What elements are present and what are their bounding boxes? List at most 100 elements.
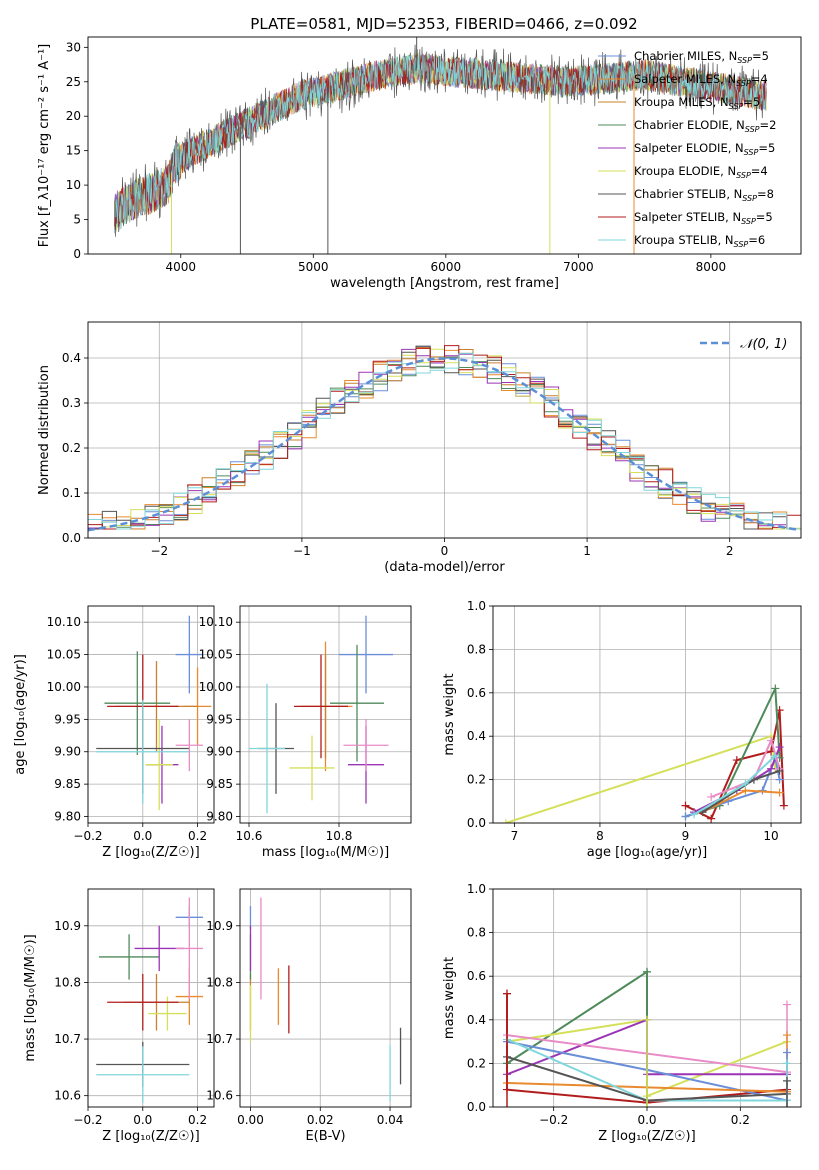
panel-mass_vs_Z: −0.2 0.0 0.2 10.6 10.7 10.8 10.9 Z [log₁₀(Z/Z☉)…	[23, 888, 215, 1144]
y-tick-label: 0.4	[467, 729, 486, 743]
y-tick-label: 0.0	[62, 531, 81, 545]
x-axis-label: (data-model)/error	[384, 560, 505, 575]
legend-label: Kroupa MILES, NSSP=5	[634, 95, 760, 111]
weight-marker	[771, 684, 780, 693]
panel-age_vs_Z: −0.2 0.0 0.2 9.80 9.85 9.90 9.95 10.00 10.05 10.1…	[13, 605, 215, 860]
x-tick-label: 7	[511, 829, 519, 843]
weight-marker	[690, 810, 699, 819]
y-tick-label: 0	[73, 247, 81, 261]
y-axis-label: mass [log₁₀(M/M☉)]	[23, 934, 38, 1061]
y-tick-label: 0.8	[467, 926, 486, 940]
y-tick-label: 0.6	[467, 969, 486, 983]
legend-label: Kroupa STELIB, NSSP=6	[634, 233, 765, 249]
y-axis-label: Normed distribution	[37, 365, 52, 495]
x-tick-label: 8000	[696, 260, 727, 274]
weight-line-salpeter_stelib	[685, 709, 785, 821]
x-tick-label: 0.02	[307, 1113, 334, 1127]
panel-weight_vs_Z: −0.2 0.0 0.2 0.0 0.2 0.4 0.6 0.8 1.0 Z [log₁₀(Z/Z…	[442, 882, 802, 1144]
weight-marker	[732, 756, 741, 765]
panel-weight_vs_age: 7 8 9 10 0.0 0.2 0.4 0.6 0.8 1.0 age [log₁₀(age/yr…	[442, 599, 802, 860]
y-axis-label: Flux [f_λ10⁻¹⁷ erg cm⁻² s⁻¹ A⁻¹]	[37, 44, 52, 248]
y-tick-label: 0.2	[467, 773, 486, 787]
y-tick-label: 0.0	[467, 1100, 486, 1114]
legend-label: 𝒩(0, 1)	[740, 337, 787, 352]
y-tick-label: 10	[66, 178, 81, 192]
x-tick-label: 0	[441, 544, 449, 558]
x-tick-label: 8	[596, 829, 604, 843]
histogram-salpeter_stelib	[88, 345, 801, 530]
x-tick-label: 10.6	[236, 829, 263, 843]
x-tick-label: 10	[763, 829, 778, 843]
weight-marker	[775, 775, 784, 784]
y-tick-label: 10.9	[206, 919, 233, 933]
plot-area	[96, 897, 204, 1104]
x-axis-label: Z [log₁₀(Z/Z☉)]	[598, 1129, 695, 1144]
panels: 4000 5000 6000 7000 8000051015202530waveleng…	[13, 36, 802, 1144]
panel-residual_hist: −2 −1 0 1 2 0.0 0.1 0.2 0.3 0.4 (data-model)/error…	[37, 321, 802, 575]
y-tick-label: 5	[73, 213, 81, 227]
weight-marker	[707, 792, 716, 801]
histogram-kroupa_stelib	[88, 353, 801, 530]
x-tick-label: 1	[583, 544, 591, 558]
x-tick-label: 9	[682, 829, 690, 843]
plot-area	[96, 615, 212, 811]
y-tick-label: 0.2	[62, 441, 81, 455]
x-tick-label: 0.0	[133, 1113, 152, 1127]
x-tick-label: 0.2	[188, 1113, 207, 1127]
legend-label: Chabrier STELIB, NSSP=8	[634, 187, 774, 203]
y-tick-label: 10.05	[199, 648, 233, 662]
y-tick-label: 0.1	[62, 486, 81, 500]
figure-title: PLATE=0581, MJD=52353, FIBERID=0466, z=0…	[250, 15, 637, 33]
weight-marker	[775, 788, 784, 797]
weight-marker	[767, 736, 776, 745]
x-tick-label: −2	[150, 544, 168, 558]
x-axis-label: Z [log₁₀(Z/Z☉)]	[102, 1129, 199, 1144]
y-axis-label: mass weight	[442, 957, 457, 1039]
plot-area	[88, 345, 801, 532]
weight-marker	[681, 801, 690, 810]
y-tick-label: 0.8	[467, 642, 486, 656]
panel-age_vs_mass: 10.6 10.8 9.80 9.85 9.90 9.95 10.00 10.05 10.10 m…	[199, 605, 412, 860]
axes-frame	[492, 605, 802, 824]
y-tick-label: 10.6	[54, 1089, 81, 1103]
x-tick-label: 0.0	[637, 1113, 656, 1127]
legend: 𝒩(0, 1)	[700, 337, 787, 352]
legend-label: Salpeter STELIB, NSSP=5	[634, 210, 773, 226]
y-tick-label: 0.2	[467, 1056, 486, 1070]
weight-marker	[501, 819, 510, 823]
y-tick-label: 0.3	[62, 396, 81, 410]
plot-area	[501, 684, 788, 823]
y-tick-label: 10.9	[54, 919, 81, 933]
y-axis-label: mass weight	[442, 673, 457, 755]
axes-frame	[87, 36, 802, 255]
y-tick-label: 1.0	[467, 882, 486, 896]
weight-marker	[771, 751, 780, 760]
y-tick-label: 10.00	[199, 680, 233, 694]
y-tick-label: 10.7	[206, 1032, 233, 1046]
plot-area	[503, 967, 791, 1107]
weight-marker	[775, 766, 784, 775]
y-tick-label: 9.80	[54, 810, 81, 824]
spectrum-line-salpeter_stelib	[114, 53, 767, 229]
panel-mass_vs_ebv: 0.00 0.02 0.04 10.6 10.7 10.8 10.9 E(B-V)	[206, 888, 412, 1144]
plot-area	[249, 897, 402, 1102]
x-tick-label: −1	[293, 544, 311, 558]
x-tick-label: 10.8	[326, 829, 353, 843]
x-tick-label: 0.0	[133, 829, 152, 843]
x-tick-label: 0.04	[377, 1113, 404, 1127]
y-tick-label: 0.0	[467, 816, 486, 830]
legend-label: Kroupa ELODIE, NSSP=4	[634, 164, 768, 180]
axes-frame	[87, 321, 802, 539]
y-tick-label: 9.95	[206, 712, 233, 726]
x-tick-label: −0.2	[73, 829, 102, 843]
y-tick-label: 30	[66, 40, 81, 54]
y-tick-label: 10.10	[199, 615, 233, 629]
x-tick-label: 4000	[165, 260, 196, 274]
axes-frame	[492, 888, 802, 1108]
y-tick-label: 1.0	[467, 599, 486, 613]
y-axis-label: age [log₁₀(age/yr)]	[13, 654, 28, 775]
y-tick-label: 10.8	[206, 975, 233, 989]
y-tick-label: 15	[66, 144, 81, 158]
plot-area	[249, 615, 393, 814]
